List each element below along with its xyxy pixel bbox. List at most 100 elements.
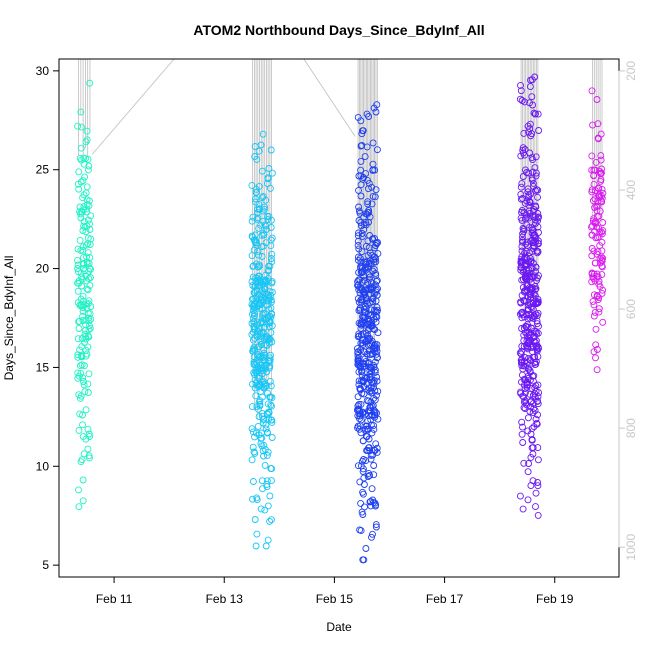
data-point	[592, 158, 600, 166]
data-point	[264, 267, 272, 275]
data-point	[524, 269, 532, 277]
data-point	[526, 408, 534, 415]
data-point	[369, 530, 376, 538]
data-point	[250, 303, 258, 311]
data-point	[524, 468, 532, 476]
data-point	[261, 461, 269, 469]
data-point	[251, 231, 259, 239]
data-point	[519, 423, 526, 431]
data-point	[524, 185, 532, 193]
data-point	[77, 178, 85, 186]
data-point	[79, 206, 87, 214]
data-point	[76, 236, 84, 244]
data-point	[263, 451, 271, 459]
data-point	[518, 180, 526, 188]
data-point	[360, 474, 368, 482]
data-point	[525, 207, 533, 215]
data-point	[590, 301, 598, 309]
data-point	[518, 418, 526, 426]
data-point	[355, 172, 363, 180]
right-tick-label: 600	[624, 299, 638, 319]
data-point	[528, 425, 536, 433]
data-point	[268, 258, 276, 266]
data-point	[365, 435, 373, 443]
data-point	[362, 170, 370, 178]
data-point	[82, 406, 90, 414]
data-point	[531, 285, 539, 293]
data-point	[251, 516, 259, 523]
data-point	[534, 482, 542, 490]
data-point	[533, 320, 541, 328]
data-point	[249, 495, 256, 503]
data-point	[78, 273, 86, 281]
data-point	[357, 142, 365, 150]
data-point	[523, 282, 531, 290]
data-point	[368, 183, 376, 191]
data-point	[255, 205, 263, 213]
data-point	[252, 236, 260, 244]
data-point	[259, 291, 267, 298]
data-point	[258, 354, 266, 362]
data-point	[526, 83, 534, 91]
data-point	[83, 253, 91, 261]
data-point	[358, 230, 366, 237]
data-point	[526, 120, 534, 128]
data-point	[372, 307, 380, 315]
data-point	[359, 457, 366, 465]
data-point	[75, 486, 82, 494]
data-point	[255, 374, 263, 382]
data-point	[258, 231, 266, 239]
data-point	[522, 298, 530, 306]
data-point	[598, 257, 606, 265]
data-point	[249, 478, 257, 485]
data-point	[264, 400, 272, 408]
data-point	[516, 492, 524, 500]
data-point	[252, 392, 260, 400]
data-point	[531, 312, 539, 320]
data-point	[361, 426, 369, 434]
data-point	[368, 533, 375, 541]
data-point	[529, 285, 536, 293]
data-point	[265, 262, 273, 270]
data-point	[528, 76, 536, 84]
data-point	[263, 480, 271, 488]
data-point	[591, 259, 599, 267]
right-tick-label: 400	[624, 180, 638, 200]
data-point	[74, 351, 82, 359]
data-point	[598, 165, 605, 173]
data-point	[356, 362, 364, 370]
data-point	[366, 213, 374, 221]
data-point	[254, 247, 262, 255]
data-point	[531, 164, 539, 172]
data-point	[355, 245, 363, 253]
data-point	[86, 325, 94, 332]
data-point	[594, 198, 602, 206]
data-point	[517, 195, 525, 203]
data-point	[266, 312, 274, 320]
data-point	[74, 374, 82, 382]
data-point	[593, 346, 601, 353]
data-point	[79, 378, 87, 385]
data-point	[372, 271, 380, 279]
data-point	[258, 361, 266, 369]
data-point	[363, 110, 371, 118]
data-point	[359, 556, 367, 564]
data-point	[526, 198, 534, 206]
data-point	[372, 521, 380, 529]
data-point	[367, 497, 375, 505]
data-point	[79, 476, 87, 484]
data-point	[83, 305, 91, 313]
data-point	[371, 290, 378, 298]
data-point	[535, 127, 543, 134]
data-point	[529, 444, 537, 452]
data-point	[85, 430, 93, 438]
data-point	[524, 496, 532, 504]
data-point	[588, 231, 596, 239]
data-point	[266, 364, 273, 372]
data-point	[86, 79, 94, 87]
data-point	[597, 152, 605, 160]
data-point	[526, 210, 534, 217]
x-tick-label: Feb 15	[316, 592, 354, 606]
data-point	[259, 415, 267, 423]
